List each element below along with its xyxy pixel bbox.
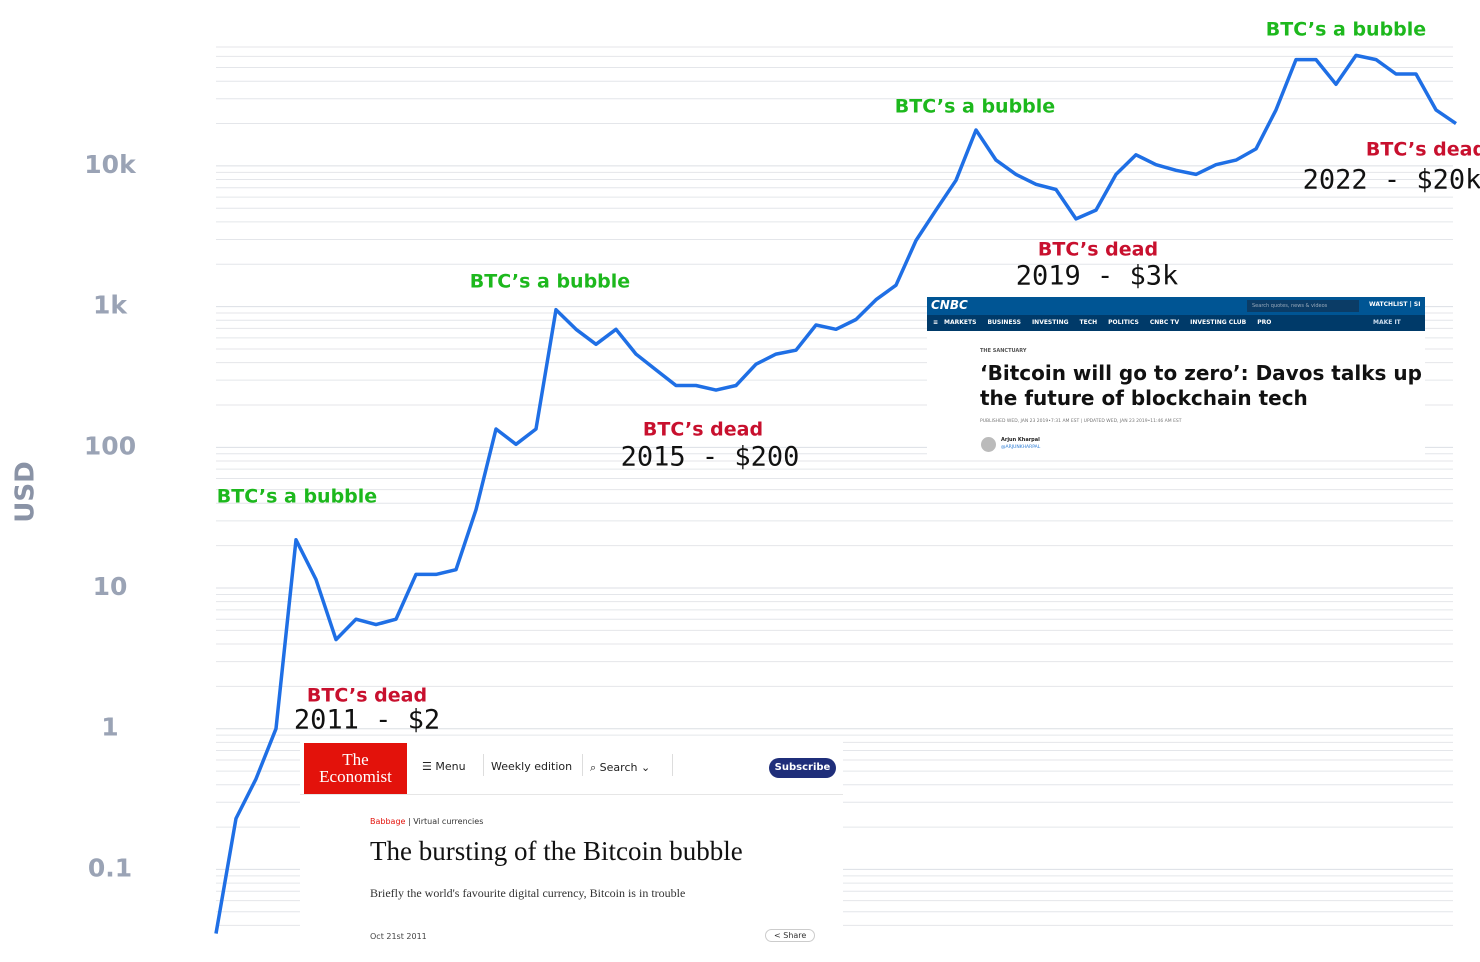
bubble-annotation: BTC’s a bubble: [1266, 19, 1426, 41]
economist-card: The Economist ☰ Menu Weekly edition ⌕ Sea…: [300, 740, 843, 945]
date: Oct 21st 2011: [370, 932, 427, 941]
watchlist[interactable]: WATCHLIST | SI: [1369, 301, 1421, 308]
dead-annotation: BTC’s dead: [307, 685, 427, 707]
kicker: THE SANCTUARY: [980, 348, 1027, 354]
nav-item[interactable]: INVESTING: [1031, 319, 1069, 326]
y-tick-label: 100: [84, 431, 136, 460]
share-text: Share: [783, 931, 807, 940]
dead-annotation: BTC’s dead: [1038, 239, 1158, 261]
logo-text: Economist: [319, 767, 392, 786]
nav-item[interactable]: POLITICS: [1108, 319, 1139, 326]
nav-item[interactable]: PRO: [1257, 319, 1272, 326]
y-tick-label: 10k: [84, 150, 137, 179]
economist-logo[interactable]: The Economist: [304, 743, 407, 794]
handle[interactable]: @ARJUNKHARPAL: [1001, 445, 1041, 450]
logo-text: The: [342, 750, 369, 769]
headline: The bursting of the Bitcoin bubble: [370, 836, 743, 866]
nav-item[interactable]: TECH: [1079, 319, 1098, 326]
cnbc-logo[interactable]: CNBC: [931, 298, 968, 312]
dead-annotation: BTC’s dead: [643, 419, 763, 441]
price-annotation: 2015 - $200: [621, 442, 800, 473]
share-button[interactable]: < Share: [765, 929, 816, 942]
nav-item[interactable]: INVESTING CLUB: [1190, 319, 1247, 326]
menu-text: Menu: [435, 760, 466, 773]
subscribe-button[interactable]: Subscribe: [769, 758, 836, 778]
headline: ‘Bitcoin will go to zero’: Davos talks u…: [980, 361, 1422, 410]
price-line: [214, 53, 1457, 934]
y-tick-label: 1k: [93, 291, 128, 320]
bubble-annotation: BTC’s a bubble: [217, 486, 377, 508]
price-annotation: 2011 - $2: [294, 705, 440, 736]
menu[interactable]: ☰ Menu: [422, 760, 466, 773]
nav-item[interactable]: BUSINESS: [987, 319, 1021, 326]
published: PUBLISHED WED, JAN 23 2019•7:31 AM EST |…: [980, 419, 1182, 424]
y-axis-label: USD: [11, 461, 41, 522]
subsection: | Virtual currencies: [408, 817, 484, 826]
nav-item[interactable]: CNBC TV: [1149, 319, 1180, 326]
standfirst: Briefly the world's favourite digital cu…: [370, 886, 686, 900]
author[interactable]: Arjun Kharpal: [1001, 437, 1040, 443]
price-annotation: 2019 - $3k: [1016, 261, 1179, 292]
cnbc-search[interactable]: Search quotes, news & videos: [1247, 300, 1359, 312]
nav-item[interactable]: MAKE IT: [1373, 319, 1401, 326]
section-link[interactable]: Babbage: [370, 817, 406, 826]
cnbc-nav: ≡ MAKE IT MARKETS BUSINESS INVESTING TECH POLI…: [927, 315, 1425, 331]
search[interactable]: ⌕ Search ⌄: [590, 761, 651, 774]
search-text: Search: [599, 761, 638, 774]
cnbc-top-bar: CNBC Search quotes, news & videos WATCHL…: [927, 297, 1425, 315]
bubble-annotation: BTC’s a bubble: [470, 271, 630, 293]
nav-item[interactable]: MARKETS: [944, 319, 977, 326]
dead-annotation: BTC’s dead: [1366, 139, 1480, 161]
section: Babbage | Virtual currencies: [370, 817, 483, 826]
y-tick-label: 1: [101, 713, 118, 742]
cnbc-card: CNBC Search quotes, news & videos WATCHL…: [927, 297, 1425, 460]
price-annotation: 2022 - $20k: [1303, 165, 1480, 196]
y-tick-label: 10: [93, 572, 128, 601]
y-tick-label: 0.1: [88, 853, 132, 882]
bubble-annotation: BTC’s a bubble: [895, 96, 1055, 118]
weekly-edition[interactable]: Weekly edition: [491, 760, 573, 773]
